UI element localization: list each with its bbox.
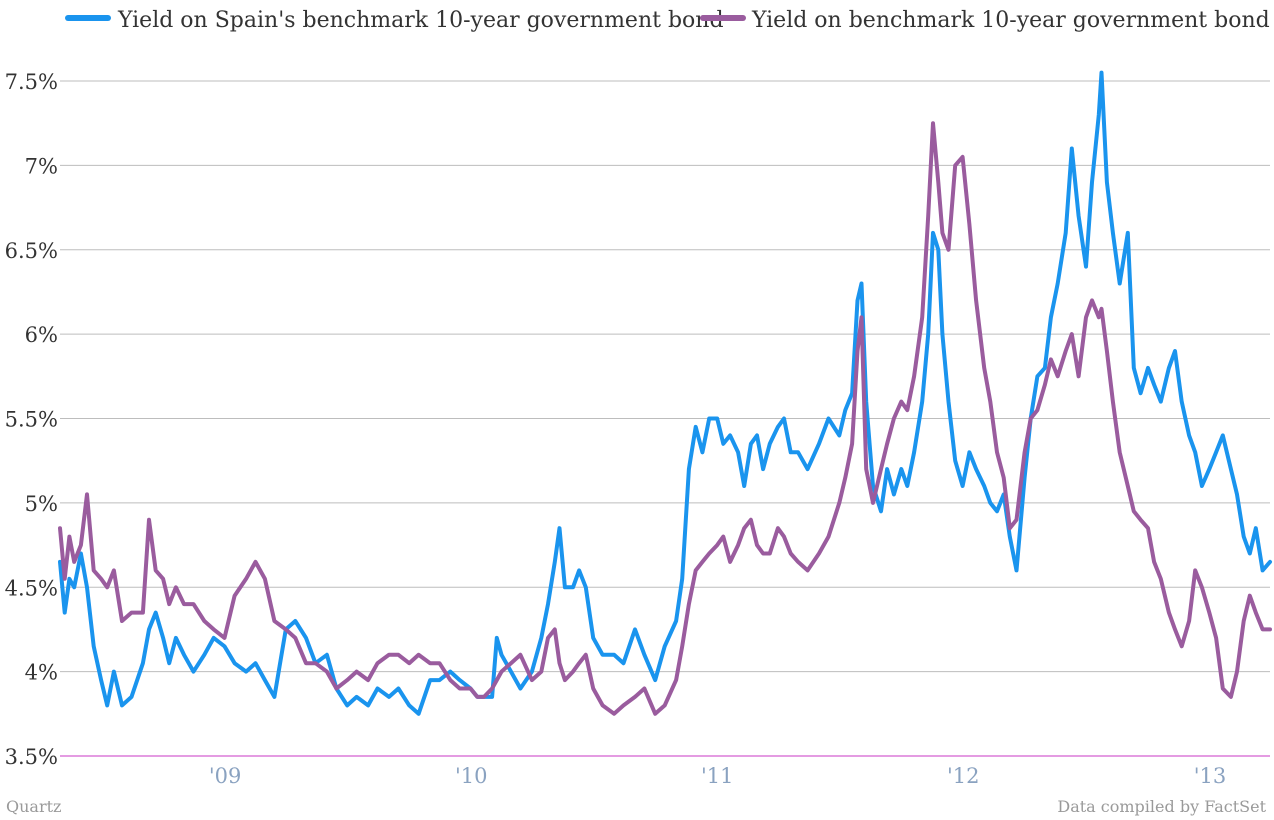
x-axis: '09 '10 '11 '12 '13 [209,764,1226,788]
y-tick-label: 4% [25,661,58,685]
series-lines [58,70,1272,716]
y-tick-label: 7.5% [5,70,58,94]
footer-source-left: Quartz [6,797,61,816]
y-axis: 3.5% 4% 4.5% 5% 5.5% 6% 6.5% 7% 7.5% [5,70,58,769]
y-tick-label: 3.5% [5,745,58,769]
legend-label-0: Yield on Spain's benchmark 10-year gover… [117,8,724,33]
footer-source-right: Data compiled by FactSet [1057,797,1266,816]
legend: Yield on Spain's benchmark 10-year gover… [65,8,1270,33]
x-tick-label: '09 [209,764,242,788]
y-tick-label: 7% [25,154,58,178]
series-line-1 [58,121,1272,716]
x-tick-label: '12 [947,764,980,788]
y-tick-label: 6% [25,323,58,347]
y-tick-label: 5% [25,492,58,516]
series-line-0 [58,70,1272,716]
y-tick-label: 4.5% [5,576,58,600]
x-tick-label: '10 [455,764,488,788]
y-tick-label: 5.5% [5,408,58,432]
grid-lines [60,80,1270,757]
legend-label-1: Yield on benchmark 10-year government bo… [751,8,1270,33]
y-tick-label: 6.5% [5,239,58,263]
x-tick-label: '13 [1194,764,1227,788]
x-tick-label: '11 [701,764,734,788]
